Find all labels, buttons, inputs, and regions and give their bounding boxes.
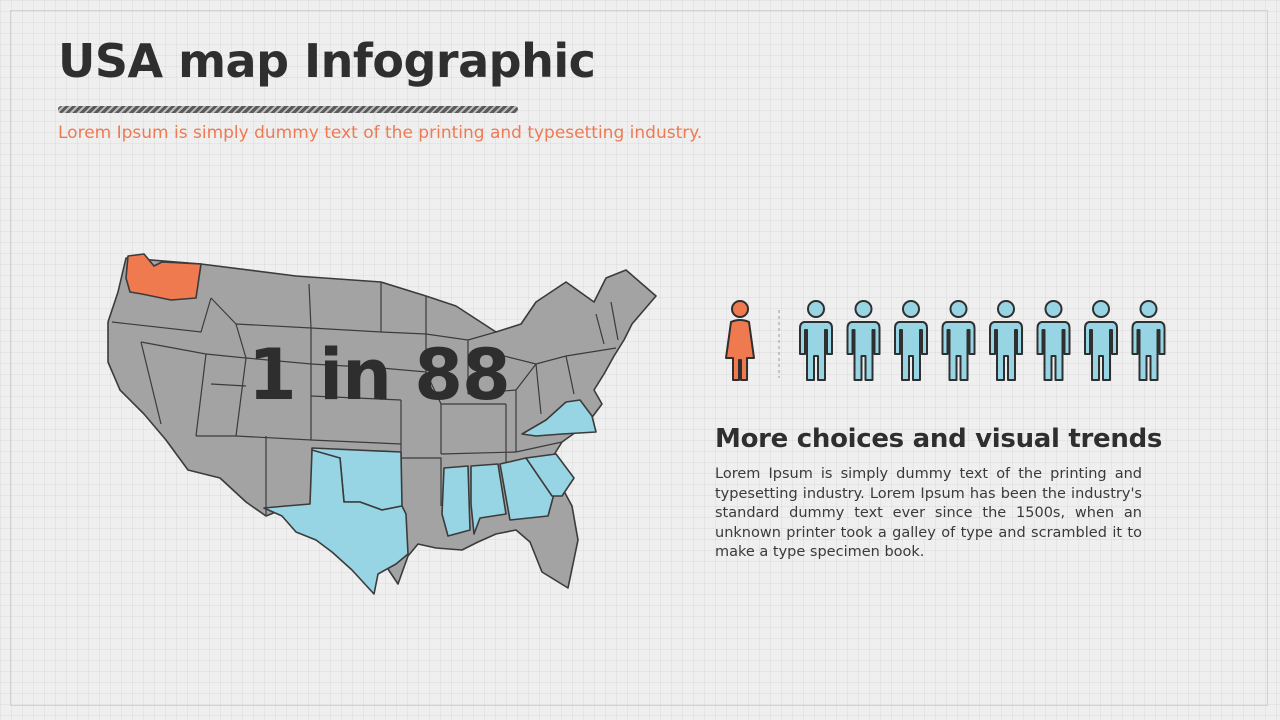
people-pictogram: [725, 300, 1166, 381]
section-heading: More choices and visual trends: [715, 424, 1163, 454]
person-icon: [1131, 300, 1166, 381]
state-borders: [111, 282, 619, 516]
title-divider: [58, 106, 518, 113]
person-icon: [1036, 300, 1071, 381]
state-georgia: [499, 457, 555, 521]
person-icon: [1084, 300, 1118, 381]
slide-frame: [10, 10, 1268, 706]
person-icon: [894, 300, 928, 381]
subtitle: Lorem Ipsum is simply dummy text of the …: [58, 123, 703, 143]
person-icon: [989, 300, 1023, 381]
state-mississippi: [441, 465, 471, 537]
state-texas: [263, 449, 409, 595]
person-icon: [941, 300, 976, 381]
person-icon: [846, 300, 881, 381]
state-virginia: [521, 399, 597, 437]
page-title: USA map Infographic: [58, 34, 596, 88]
person-icon: [799, 300, 833, 381]
usa-map: [107, 253, 657, 595]
state-washington: [125, 253, 202, 301]
state-alabama: [470, 463, 507, 535]
state-south-carolina: [525, 453, 575, 497]
section-body: Lorem Ipsum is simply dummy text of the …: [715, 466, 1142, 560]
person-icon-highlighted: [725, 300, 755, 381]
statistic-label: 1 in 88: [248, 334, 511, 416]
